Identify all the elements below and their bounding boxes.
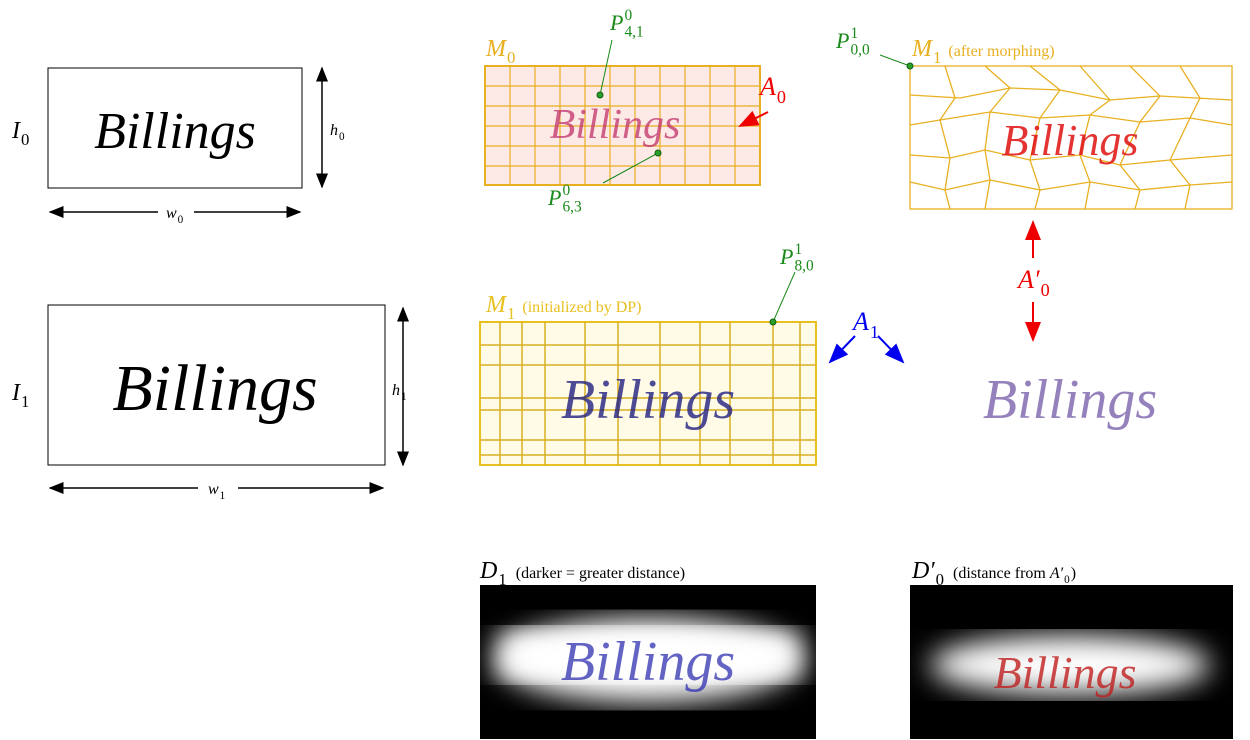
label-base: I — [11, 380, 21, 406]
text-label: Billings — [550, 102, 681, 148]
math-label: I0 — [11, 118, 29, 149]
label-base: A′ — [1016, 265, 1040, 294]
label-base: P — [609, 10, 623, 35]
math-label: h0 — [330, 122, 345, 143]
text-label: Billings — [1002, 116, 1139, 165]
label-base: P — [779, 244, 793, 269]
label-base: w — [208, 481, 219, 498]
text-label: ) — [1071, 565, 1076, 582]
label-sub: 0 — [507, 48, 515, 67]
text-label: (distance from — [953, 565, 1046, 582]
arrow — [878, 336, 903, 362]
label-sub: 6,3 — [562, 199, 582, 216]
label-sub: 1 — [220, 490, 226, 502]
label-sub: 1 — [498, 570, 506, 589]
figure: I0h0w0BillingsI1h1w1BillingsM0BillingsP0… — [0, 0, 1250, 740]
label-sub: 0,0 — [850, 42, 870, 59]
label-base: D — [479, 558, 497, 584]
label-sup: 1 — [794, 241, 802, 258]
label-sub: 0 — [1041, 280, 1050, 300]
label-sub: 0 — [777, 87, 786, 107]
label-sup: 0 — [624, 7, 632, 24]
label-base: I — [11, 118, 21, 144]
label-sub: 1 — [401, 391, 407, 403]
label-base: P — [547, 185, 561, 210]
label-base: A — [758, 72, 776, 101]
text-label: Billings — [112, 352, 317, 425]
label-sub: 1 — [21, 392, 29, 411]
text-label: Billings — [561, 631, 735, 693]
label-sub: 0 — [178, 214, 184, 226]
math-label: A′0 — [1049, 565, 1070, 586]
math-label: M1 — [485, 292, 515, 323]
label-sub: 4,1 — [624, 24, 643, 41]
label-base: M — [485, 292, 508, 318]
text-label: (after morphing) — [948, 43, 1054, 60]
label-base: A′ — [1049, 565, 1064, 582]
math-label: A′0 — [1016, 265, 1050, 300]
label-base: w — [166, 205, 177, 222]
label-sub: 0 — [1064, 574, 1070, 586]
arrow — [830, 336, 855, 362]
text-label: Billings — [94, 103, 256, 160]
text-label: (initialized by DP) — [522, 299, 641, 316]
math-label: h1 — [392, 382, 407, 403]
label-base: h — [330, 122, 338, 139]
label-sub: 0 — [339, 131, 345, 143]
math-label: I1 — [11, 380, 29, 411]
label-base: A — [851, 307, 869, 336]
text-label: Billings — [993, 647, 1136, 698]
label-sub: 0 — [21, 130, 29, 149]
label-base: M — [485, 36, 508, 62]
text-label: (darker = greater distance) — [516, 565, 685, 582]
label-base: D′ — [911, 558, 935, 584]
label-sub: 8,0 — [794, 258, 814, 275]
text-label: Billings — [983, 369, 1157, 431]
label-base: h — [392, 382, 400, 399]
label-base: M — [911, 36, 934, 62]
label-sup: 1 — [850, 25, 858, 42]
label-base: P — [835, 28, 849, 53]
label-sub: 1 — [933, 48, 941, 67]
text-label: Billings — [561, 369, 735, 431]
math-label: M0 — [485, 36, 515, 67]
math-label: M1 — [911, 36, 941, 67]
label-sub: 1 — [870, 322, 879, 342]
math-label: A0 — [758, 72, 786, 107]
label-sup: 0 — [562, 182, 570, 199]
math-label: D′0 — [911, 558, 944, 589]
label-sub: 1 — [507, 304, 515, 323]
label-sub: 0 — [936, 570, 944, 589]
math-label: D1 — [479, 558, 507, 589]
